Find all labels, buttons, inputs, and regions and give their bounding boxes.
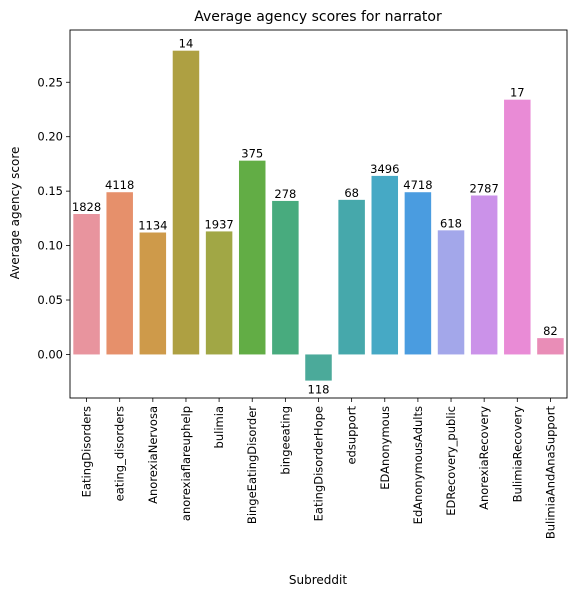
y-tick-label: 0.00 — [37, 347, 63, 361]
bar — [73, 214, 100, 355]
bar — [537, 338, 564, 355]
y-tick-label: 0.20 — [37, 130, 63, 144]
bar — [504, 99, 531, 355]
y-tick-label: 0.10 — [37, 239, 63, 253]
y-tick-label: 0.25 — [37, 75, 63, 89]
bar-data-label: 2787 — [470, 181, 499, 195]
x-tick-label: edsupport — [345, 406, 359, 465]
bar — [106, 192, 133, 355]
x-tick-label: EdAnonymousAdults — [411, 406, 425, 524]
bar — [305, 354, 332, 381]
bar-data-label: 118 — [308, 383, 330, 397]
bar — [404, 192, 432, 355]
bar-data-label: 82 — [543, 324, 558, 338]
bar-data-label: 68 — [344, 186, 359, 200]
bar — [470, 195, 498, 355]
chart-title: Average agency scores for narrator — [194, 9, 442, 25]
bar-data-label: 4718 — [403, 178, 432, 192]
bar — [272, 200, 299, 355]
x-tick-label: eating_disorders — [113, 406, 127, 501]
y-axis-label: Average agency score — [8, 147, 22, 280]
bar — [338, 199, 365, 355]
x-tick-label: bulimia — [212, 406, 226, 448]
x-tick-label: bingeeating — [278, 406, 292, 475]
y-tick-label: 0.15 — [37, 184, 63, 198]
x-tick-label: EatingDisorders — [80, 406, 94, 497]
bar-data-label: 278 — [274, 187, 296, 201]
bars-layer — [73, 50, 564, 381]
y-tick-label: 0.05 — [37, 293, 63, 307]
bar-data-label: 17 — [510, 86, 525, 100]
bar-data-label: 375 — [241, 147, 263, 161]
bar-data-label: 3496 — [370, 162, 399, 176]
x-tick-label: BulimiaRecovery — [510, 406, 524, 503]
y-axis: 0.00 0.05 0.10 0.15 0.20 0.25 — [37, 75, 70, 361]
x-tick-label: AnorexiaRecovery — [477, 406, 491, 510]
bar-data-label: 1937 — [204, 217, 233, 231]
bar — [437, 230, 465, 355]
bar-data-label: 4118 — [105, 178, 134, 192]
bar-data-label: 1828 — [72, 200, 101, 214]
x-tick-label: AnorexiaNervosa — [146, 406, 160, 504]
bar-labels-layer: 1828 4118 1134 14 1937 375 278 118 68 3496 4718 618… — [72, 37, 558, 397]
x-axis-label: Subreddit — [289, 573, 347, 587]
bar — [139, 232, 167, 355]
bar — [172, 50, 200, 355]
x-tick-label: BingeEatingDisorder — [245, 406, 259, 524]
x-tick-label: EDAnonymous — [378, 406, 392, 490]
bar — [238, 160, 266, 355]
bar-data-label: 618 — [440, 216, 462, 230]
x-tick-label: anorexiaflareuphelp — [179, 406, 193, 521]
bar — [371, 175, 399, 355]
x-tick-label: EatingDisorderHope — [312, 406, 326, 521]
x-axis: EatingDisorders eating_disorders AnorexiaN… — [80, 398, 557, 540]
x-tick-label: EDRecovery_public — [444, 406, 458, 516]
bar-data-label: 1134 — [138, 219, 167, 233]
bar-data-label: 14 — [179, 37, 194, 51]
bar — [205, 231, 233, 355]
x-tick-label: BulimiaAndAnaSupport — [543, 406, 557, 540]
